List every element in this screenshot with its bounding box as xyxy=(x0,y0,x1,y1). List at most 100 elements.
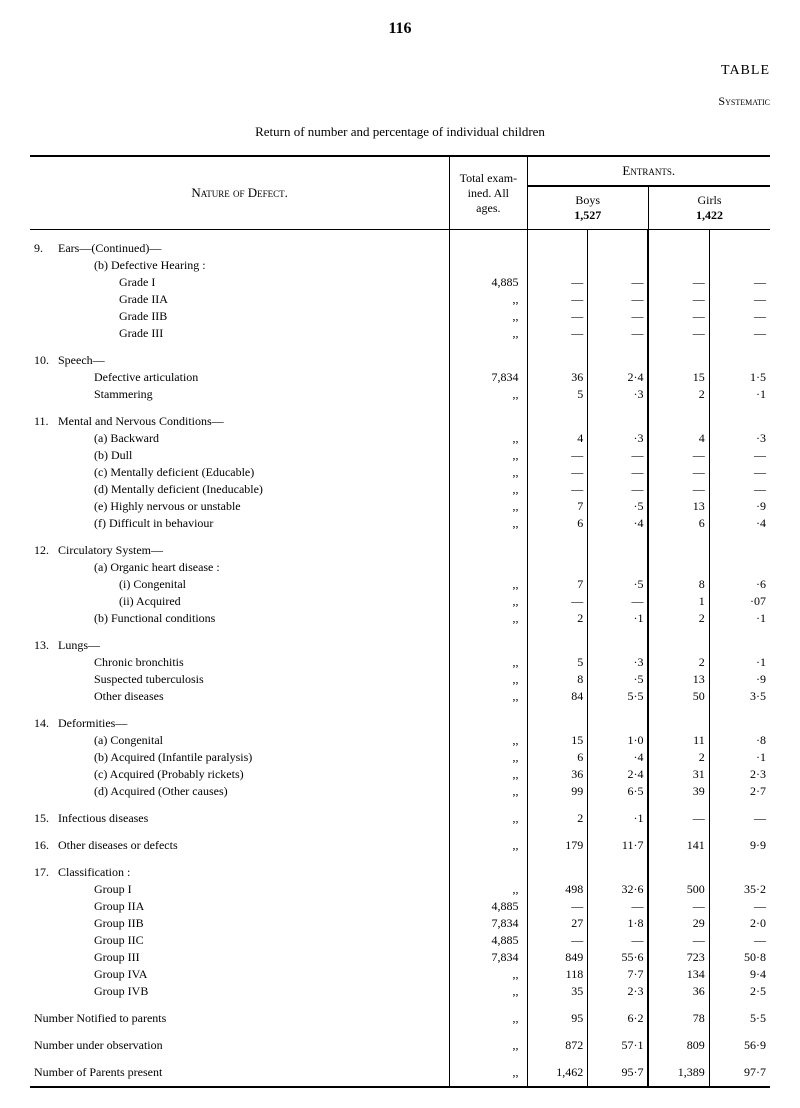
cell-girls-pct: ·3 xyxy=(709,430,770,447)
cell-boys-n: 36 xyxy=(527,369,588,386)
cell-boys-n xyxy=(527,559,588,576)
cell-nature: 14.Deformities— xyxy=(30,715,450,732)
cell-girls-pct: — xyxy=(709,464,770,481)
cell-nature: (b) Defective Hearing : xyxy=(30,257,450,274)
cell-total: ,, xyxy=(450,766,527,783)
cell-nature: Group IIA xyxy=(30,898,450,915)
table-row: Number under observation,,87257·180956·9 xyxy=(30,1037,770,1054)
cell-girls-pct: ·8 xyxy=(709,732,770,749)
cell-boys-pct: 7·7 xyxy=(588,966,649,983)
cell-girls-n: 78 xyxy=(648,1010,709,1027)
cell-nature: 10.Speech— xyxy=(30,352,450,369)
table-row: (i) Congenital,,7·58·6 xyxy=(30,576,770,593)
cell-nature: 17.Classification : xyxy=(30,864,450,881)
cell-boys-n: — xyxy=(527,481,588,498)
cell-girls-n: — xyxy=(648,481,709,498)
cell-boys-n: 849 xyxy=(527,949,588,966)
cell-nature: (f) Difficult in behaviour xyxy=(30,515,450,532)
cell-girls-n: 39 xyxy=(648,783,709,800)
table-row: 9.Ears—(Continued)— xyxy=(30,240,770,257)
table-row: Number Notified to parents,,956·2785·5 xyxy=(30,1010,770,1027)
table-row: (c) Acquired (Probably rickets),,362·431… xyxy=(30,766,770,783)
cell-nature: Grade IIA xyxy=(30,291,450,308)
cell-girls-pct: — xyxy=(709,274,770,291)
cell-girls-n xyxy=(648,413,709,430)
cell-nature: Stammering xyxy=(30,386,450,403)
cell-girls-n: 2 xyxy=(648,386,709,403)
cell-boys-n: 2 xyxy=(527,810,588,827)
cell-girls-pct xyxy=(709,559,770,576)
table-row: Defective articulation7,834362·4151·5 xyxy=(30,369,770,386)
table-row: (e) Highly nervous or unstable,,7·513·9 xyxy=(30,498,770,515)
cell-total: ,, xyxy=(450,749,527,766)
cell-boys-pct: ·3 xyxy=(588,386,649,403)
cell-nature: (a) Congenital xyxy=(30,732,450,749)
cell-girls-pct: ·9 xyxy=(709,498,770,515)
cell-boys-pct: ·5 xyxy=(588,576,649,593)
cell-girls-n: 4 xyxy=(648,430,709,447)
cell-nature: (c) Mentally deficient (Educable) xyxy=(30,464,450,481)
defects-table: Nature of Defect. Total exam-ined. All a… xyxy=(30,155,770,1088)
table-row: (a) Organic heart disease : xyxy=(30,559,770,576)
cell-girls-n xyxy=(648,240,709,257)
cell-total: ,, xyxy=(450,610,527,627)
table-row: (d) Mentally deficient (Ineducable),,———… xyxy=(30,481,770,498)
cell-boys-pct: — xyxy=(588,481,649,498)
cell-nature: Group IIC xyxy=(30,932,450,949)
cell-boys-n: 36 xyxy=(527,766,588,783)
cell-girls-pct xyxy=(709,413,770,430)
cell-nature: Grade III xyxy=(30,325,450,342)
cell-girls-n: 2 xyxy=(648,654,709,671)
cell-girls-pct: 9·9 xyxy=(709,837,770,854)
cell-boys-n: 7 xyxy=(527,498,588,515)
cell-boys-pct: 55·6 xyxy=(588,949,649,966)
cell-boys-n: — xyxy=(527,593,588,610)
cell-boys-n: 5 xyxy=(527,386,588,403)
cell-girls-n: 50 xyxy=(648,688,709,705)
cell-boys-n: 118 xyxy=(527,966,588,983)
cell-girls-pct xyxy=(709,715,770,732)
cell-girls-pct: 50·8 xyxy=(709,949,770,966)
cell-boys-pct xyxy=(588,715,649,732)
cell-boys-n: — xyxy=(527,464,588,481)
table-row: Other diseases,,845·5503·5 xyxy=(30,688,770,705)
cell-nature: Group IVA xyxy=(30,966,450,983)
cell-nature: (e) Highly nervous or unstable xyxy=(30,498,450,515)
cell-boys-pct xyxy=(588,637,649,654)
cell-girls-n: 13 xyxy=(648,498,709,515)
cell-total xyxy=(450,559,527,576)
cell-total: ,, xyxy=(450,983,527,1000)
table-row: Group I,,49832·650035·2 xyxy=(30,881,770,898)
cell-girls-n: 809 xyxy=(648,1037,709,1054)
cell-girls-pct: — xyxy=(709,898,770,915)
cell-girls-pct: — xyxy=(709,810,770,827)
cell-boys-pct: 95·7 xyxy=(588,1064,649,1087)
table-row: (ii) Acquired,,——1·07 xyxy=(30,593,770,610)
cell-girls-n: 6 xyxy=(648,515,709,532)
cell-boys-pct: — xyxy=(588,464,649,481)
table-row: Group IIB7,834271·8292·0 xyxy=(30,915,770,932)
cell-boys-n: 872 xyxy=(527,1037,588,1054)
cell-boys-pct xyxy=(588,559,649,576)
cell-girls-pct: — xyxy=(709,325,770,342)
cell-nature: (a) Organic heart disease : xyxy=(30,559,450,576)
table-row: (b) Defective Hearing : xyxy=(30,257,770,274)
header-nature: Nature of Defect. xyxy=(30,156,450,230)
header-boys: Boys1,527 xyxy=(527,186,648,230)
cell-nature: Group I xyxy=(30,881,450,898)
cell-boys-pct: 57·1 xyxy=(588,1037,649,1054)
cell-boys-n: 27 xyxy=(527,915,588,932)
cell-boys-n: — xyxy=(527,274,588,291)
cell-girls-pct: 56·9 xyxy=(709,1037,770,1054)
table-row: (b) Acquired (Infantile paralysis),,6·42… xyxy=(30,749,770,766)
cell-boys-pct: ·1 xyxy=(588,610,649,627)
cell-boys-pct: — xyxy=(588,932,649,949)
page-number: 116 xyxy=(30,20,770,38)
cell-boys-pct: 1·0 xyxy=(588,732,649,749)
cell-boys-pct: 2·3 xyxy=(588,983,649,1000)
cell-girls-pct: ·6 xyxy=(709,576,770,593)
cell-total: ,, xyxy=(450,1010,527,1027)
cell-girls-n: — xyxy=(648,810,709,827)
table-row: Chronic bronchitis,,5·32·1 xyxy=(30,654,770,671)
table-row: Number of Parents present,,1,46295·71,38… xyxy=(30,1064,770,1087)
